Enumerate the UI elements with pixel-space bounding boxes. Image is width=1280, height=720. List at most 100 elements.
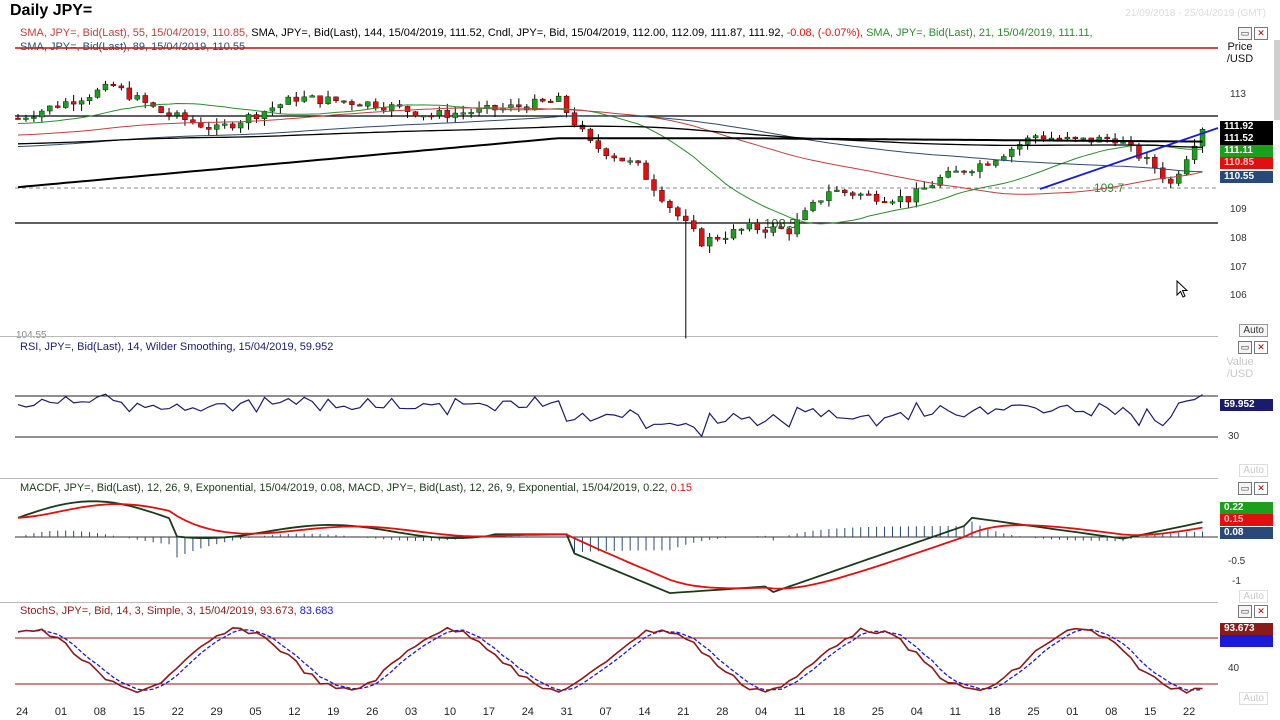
price-axis-header: Price /USD	[1226, 41, 1254, 65]
rsi-panel-controls: ▭ ✕	[1238, 341, 1268, 354]
down-candle	[587, 128, 594, 141]
down-candle	[842, 189, 848, 193]
x-tick-label: 12	[288, 706, 301, 718]
x-tick-label: 11	[794, 706, 806, 718]
macd-tick: -1	[1232, 576, 1241, 587]
down-candle	[563, 95, 570, 113]
scrollbar[interactable]	[1274, 40, 1280, 120]
up-candle	[1017, 144, 1023, 150]
up-candle	[1096, 136, 1102, 143]
x-tick-label: 11	[949, 706, 962, 718]
up-candle	[1120, 141, 1126, 144]
down-candle	[961, 170, 967, 173]
maximize-icon[interactable]: ▭	[1238, 341, 1252, 354]
down-candle	[333, 96, 339, 102]
up-candle	[1048, 137, 1055, 140]
down-candle	[571, 112, 578, 126]
rsi-auto-button[interactable]: Auto	[1239, 464, 1268, 477]
macd-auto-button[interactable]: Auto	[1239, 590, 1268, 603]
window-title: Daily JPY=	[10, 2, 93, 19]
macd-line	[17, 500, 1203, 595]
close-icon[interactable]: ✕	[1254, 605, 1268, 618]
price-panel-controls: ▭ ✕	[1238, 27, 1268, 40]
down-candle	[166, 112, 172, 116]
down-candle	[118, 85, 125, 89]
close-icon[interactable]: ✕	[1254, 482, 1268, 495]
down-candle	[691, 220, 697, 229]
price-tick: 113	[1230, 89, 1246, 100]
down-candle	[675, 207, 681, 217]
x-tick-label: 25	[1027, 706, 1040, 718]
down-candle	[1040, 135, 1047, 140]
stoch-auto-button[interactable]: Auto	[1239, 692, 1268, 705]
macd-tick: -0.5	[1228, 556, 1246, 567]
up-candle	[301, 96, 307, 102]
price-tick: 107	[1230, 262, 1247, 273]
down-candle	[905, 196, 912, 203]
down-candle	[341, 100, 347, 103]
x-tick-label: 24	[16, 706, 29, 718]
maximize-icon[interactable]: ▭	[1238, 482, 1252, 495]
price-auto-button[interactable]: Auto	[1239, 324, 1268, 337]
x-tick-label: 18	[988, 706, 1001, 718]
candle-change: -0.08, (-0.07%),	[786, 27, 863, 39]
up-candle	[770, 226, 776, 233]
up-candle	[794, 219, 800, 235]
up-candle	[436, 110, 443, 116]
sma89-line	[17, 115, 1203, 173]
stoch-legend-main: StochS, JPY=, Bid, 14, 3, Simple, 3, 15/…	[20, 605, 297, 617]
down-candle	[110, 83, 117, 87]
down-candle	[198, 122, 204, 128]
up-candle	[738, 228, 745, 231]
up-candle	[1144, 156, 1150, 159]
x-tick-label: 31	[560, 706, 573, 718]
down-candle	[786, 228, 792, 235]
up-candle	[889, 201, 896, 204]
up-candle	[953, 170, 959, 173]
price-tick: 109	[1230, 204, 1247, 215]
sma144-legend: SMA, JPY=, Bid(Last), 144, 15/04/2019, 1…	[251, 27, 485, 39]
price-min-label: 104.55	[16, 330, 47, 341]
up-candle	[1009, 148, 1015, 157]
up-candle	[810, 202, 816, 211]
sma89-legend: SMA, JPY=, Bid(Last), 89, 15/04/2019, 11…	[20, 41, 246, 53]
up-candle	[993, 160, 999, 166]
x-tick-label: 04	[910, 706, 923, 718]
up-candle	[31, 116, 37, 119]
up-candle	[63, 101, 69, 108]
close-icon[interactable]: ✕	[1254, 27, 1268, 40]
date-range: 21/09/2018 - 25/04/2019 (GMT)	[1125, 8, 1266, 19]
down-candle	[70, 101, 77, 105]
down-candle	[55, 105, 61, 108]
maximize-icon[interactable]: ▭	[1238, 27, 1252, 40]
up-candle	[221, 123, 228, 126]
candle-legend: Cndl, JPY=, Bid, 15/04/2019, 112.00, 112…	[487, 27, 784, 39]
up-candle	[945, 170, 951, 178]
up-candle	[746, 222, 753, 230]
down-candle	[126, 87, 133, 100]
up-candle	[802, 210, 808, 220]
x-tick-label: 08	[93, 706, 107, 718]
down-candle	[293, 96, 299, 102]
up-candle	[730, 229, 737, 239]
down-candle	[1104, 136, 1110, 140]
close-icon[interactable]: ✕	[1254, 341, 1268, 354]
price-tag-sma55: 110.85	[1220, 157, 1273, 169]
maximize-icon[interactable]: ▭	[1238, 605, 1252, 618]
up-candle	[913, 188, 920, 203]
down-candle	[404, 106, 411, 112]
sma21-line	[17, 102, 1203, 225]
up-candle	[468, 112, 474, 115]
up-candle	[722, 237, 729, 240]
up-candle	[388, 104, 395, 111]
macd-signal-tag: 0.15	[1220, 514, 1273, 526]
price-tag-sma144: 111.52	[1220, 133, 1273, 145]
sma55-line	[17, 107, 1203, 195]
up-candle	[261, 110, 268, 119]
up-candle	[929, 185, 935, 189]
down-candle	[373, 101, 379, 108]
up-candle	[555, 95, 562, 102]
down-candle	[667, 200, 673, 208]
down-candle	[547, 100, 554, 103]
